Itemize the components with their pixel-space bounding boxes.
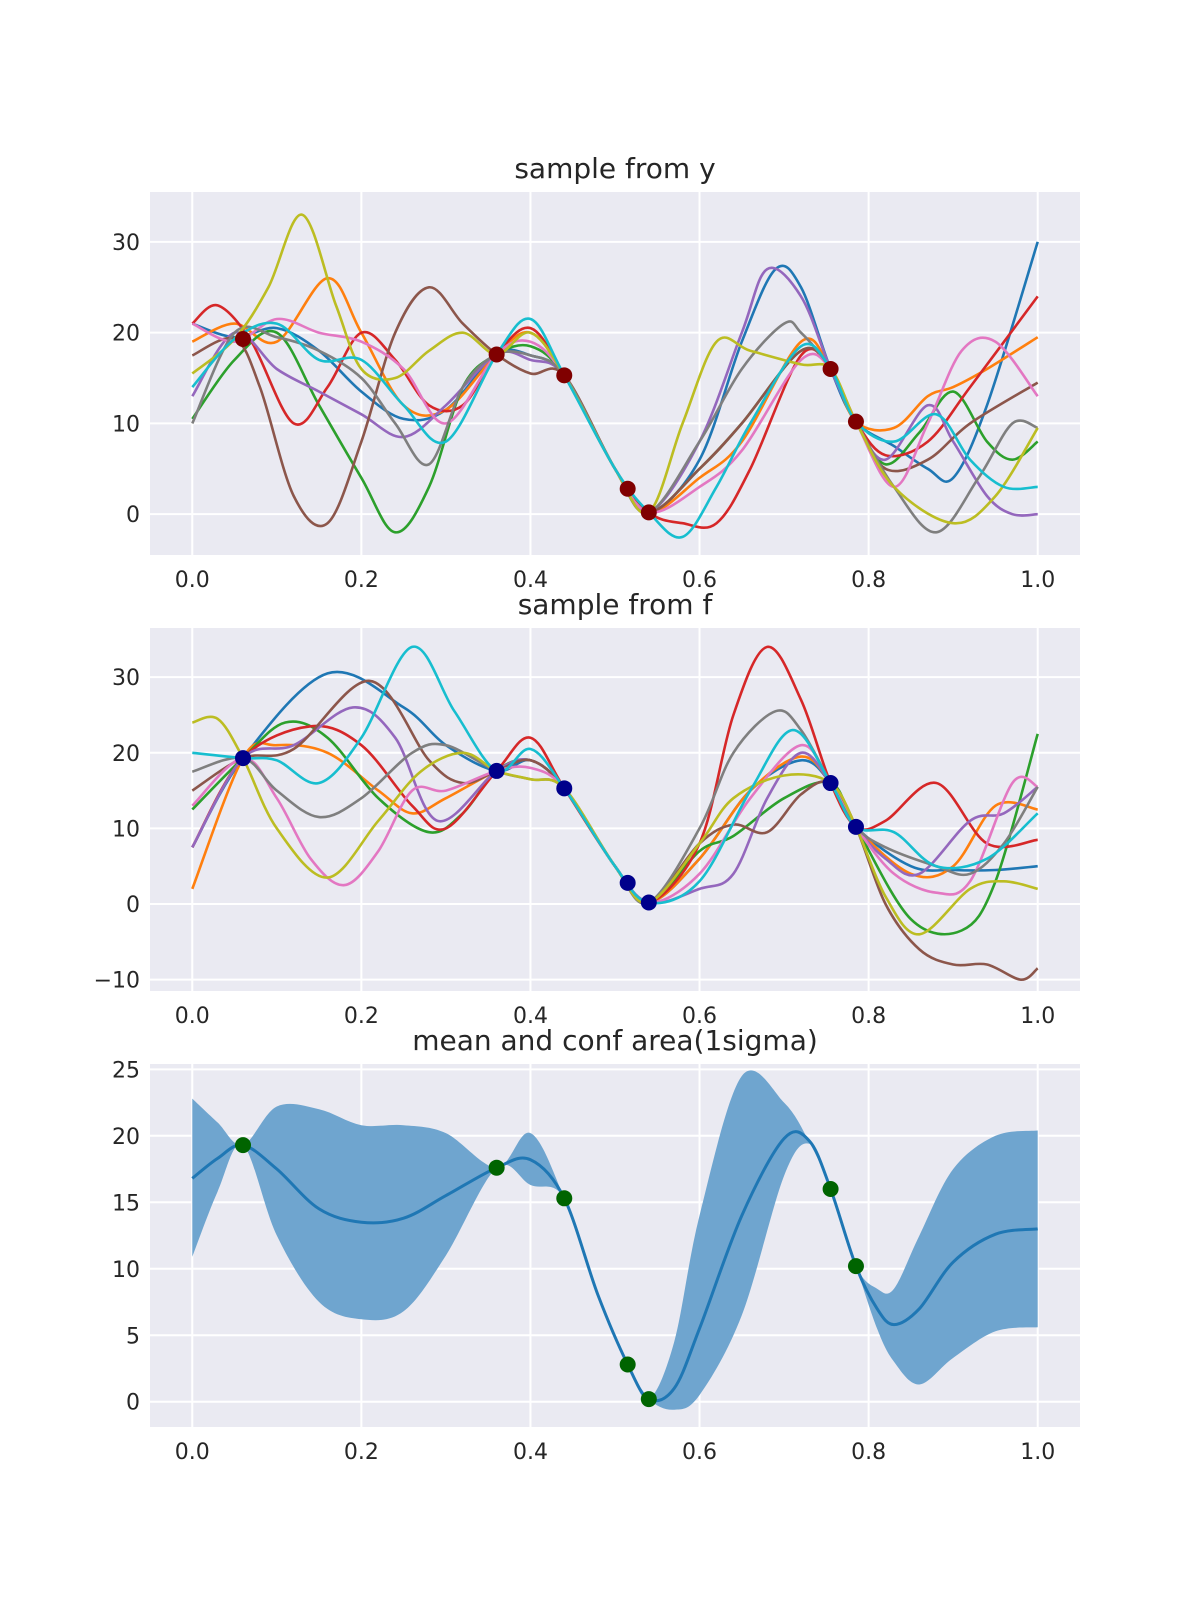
observation-point [640, 894, 657, 911]
observation-point [235, 331, 251, 348]
observation-point [619, 480, 636, 497]
observation-point [556, 1190, 573, 1207]
y-tick-label: 30 [112, 231, 140, 256]
x-tick-label: 1.0 [1020, 1004, 1055, 1029]
x-tick-label: 0.8 [851, 568, 886, 593]
series-line-7 [191, 317, 1039, 514]
confidence-band [192, 1070, 1038, 1410]
observation-point [488, 1159, 505, 1176]
y-tick-label: 20 [112, 742, 140, 767]
y-tick-label: 30 [112, 666, 140, 691]
x-tick-label: 0.4 [513, 1440, 548, 1465]
observation-point [822, 360, 839, 377]
x-tick-label: 1.0 [1020, 568, 1055, 593]
observation-point [488, 346, 505, 363]
observation-point [847, 413, 864, 430]
x-tick-label: 0.0 [175, 1440, 210, 1465]
observation-point [640, 1391, 657, 1408]
y-tick-label: 0 [126, 503, 140, 528]
x-tick-label: 0.2 [344, 1440, 379, 1465]
plot-area [150, 628, 1080, 991]
observation-point [822, 775, 839, 792]
y-tick-label: 0 [126, 1391, 140, 1416]
y-tick-label: 10 [112, 412, 140, 437]
x-tick-label: 0.8 [851, 1004, 886, 1029]
observation-point [640, 504, 657, 521]
subplot-sample-from-y: 0.0 0.2 0.4 0.6 0.8 1.0 0 10 20 30 sample from y [112, 152, 1080, 593]
x-tick-label: 0.2 [344, 568, 379, 593]
y-tick-label: 15 [112, 1191, 140, 1216]
x-tick-label: 0.6 [682, 568, 717, 593]
y-tick-label: 0 [126, 893, 140, 918]
observation-point [847, 1258, 864, 1275]
y-tick-label: 10 [112, 1258, 140, 1283]
observation-point [235, 1137, 251, 1154]
subplot-sample-from-f: 0.0 0.2 0.4 0.6 0.8 1.0 −10 0 10 20 30 sample from … [94, 588, 1080, 1029]
x-tick-label: 0.6 [682, 1004, 717, 1029]
x-tick-label: 0.6 [682, 1440, 717, 1465]
observation-point [556, 780, 573, 797]
y-tick-label: 5 [126, 1324, 140, 1349]
x-tick-label: 0.4 [513, 568, 548, 593]
observation-point [822, 1180, 839, 1197]
y-tick-label: 25 [112, 1058, 140, 1083]
series-line-10 [191, 317, 1038, 539]
chart-title: mean and conf area(1sigma) [412, 1024, 818, 1057]
x-tick-label: 0.4 [513, 1004, 548, 1029]
observation-point [488, 762, 505, 779]
subplot-mean-and-conf-area: 0.0 0.2 0.4 0.6 0.8 1.0 0 5 10 15 20 25 mean and con… [112, 1024, 1080, 1465]
observation-point [619, 874, 636, 891]
chart-title: sample from y [514, 152, 715, 185]
plot-area [150, 192, 1080, 555]
y-tick-label: 10 [112, 817, 140, 842]
x-tick-label: 0.0 [175, 568, 210, 593]
y-tick-label: 20 [112, 1125, 140, 1150]
y-tick-label: −10 [94, 969, 140, 994]
x-tick-label: 1.0 [1020, 1440, 1055, 1465]
series-line-10 [192, 645, 1039, 905]
y-tick-label: 20 [112, 322, 140, 347]
observation-point [847, 818, 864, 835]
x-tick-label: 0.0 [175, 1004, 210, 1029]
observation-point [235, 750, 251, 767]
x-tick-label: 0.8 [851, 1440, 886, 1465]
x-tick-label: 0.2 [344, 1004, 379, 1029]
observation-point [556, 367, 573, 384]
observation-point [619, 1356, 636, 1373]
chart-title: sample from f [518, 588, 714, 621]
